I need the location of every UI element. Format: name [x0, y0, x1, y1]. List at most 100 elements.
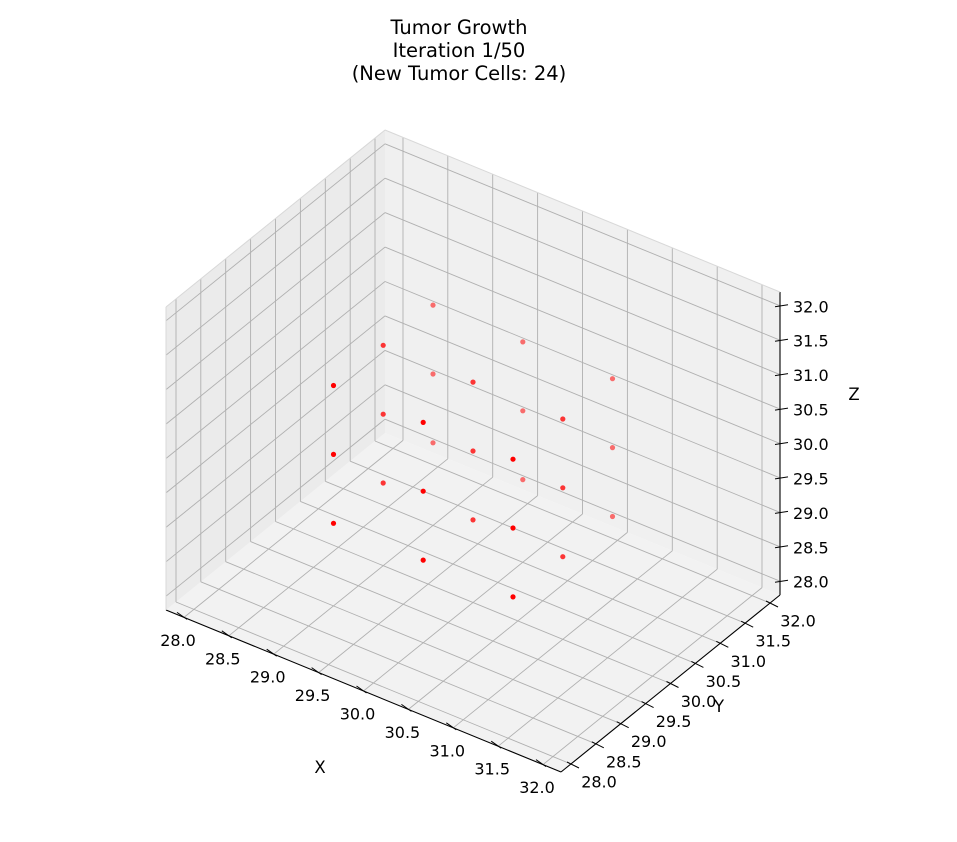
z-tick — [774, 373, 789, 377]
tumor-cell-point — [609, 445, 616, 451]
chart-title-line-1: Tumor Growth — [389, 16, 527, 39]
tumor-cell-point — [330, 520, 337, 526]
z-tick — [774, 407, 789, 411]
z-gridline-back — [384, 246, 781, 410]
tumor-cell-point — [470, 379, 476, 385]
x-tick-label: 30.0 — [340, 705, 376, 724]
y-tick — [566, 761, 580, 769]
chart-title-line-3: (New Tumor Cells: 24) — [352, 62, 567, 85]
z-gridline-back — [384, 212, 781, 376]
y-tick-label: 29.5 — [656, 712, 692, 731]
x-tick — [176, 611, 188, 620]
y-gridline-floor — [374, 440, 771, 604]
tick-labels: 28.028.529.029.530.030.531.031.532.0 28.0… — [160, 297, 828, 797]
tumor-cell-point — [430, 440, 436, 446]
x-axis-label: X — [314, 758, 325, 777]
z-tick — [774, 476, 789, 480]
z-tick-label: 30.5 — [793, 401, 829, 420]
y-gridline-floor — [300, 500, 696, 664]
data-points — [330, 302, 616, 600]
z-tick-label: 29.0 — [793, 504, 829, 523]
y-tick-label: 28.0 — [581, 773, 617, 792]
z-gridline-back — [384, 418, 781, 582]
y-tick — [666, 681, 679, 688]
z-tick-label: 28.5 — [793, 538, 829, 557]
y-tick — [616, 721, 629, 729]
z-gridline-back — [384, 349, 781, 513]
x-tick — [356, 685, 367, 694]
z-axis-label: Z — [848, 385, 859, 404]
y-gridline-floor — [350, 460, 746, 624]
y-gridline-floor — [175, 601, 572, 765]
tumor-cell-point — [560, 485, 566, 491]
z-gridline-left — [165, 384, 386, 563]
tumor-cell-point — [520, 339, 526, 345]
x-tick — [311, 667, 322, 676]
x-tick — [221, 630, 233, 639]
tumor-cell-point — [330, 382, 337, 389]
y-gridline-floor — [325, 480, 721, 644]
tumor-cell-point — [420, 488, 426, 494]
y-tick-label: 31.0 — [730, 652, 766, 671]
z-gridline-left — [165, 315, 386, 494]
tumor-cell-point — [560, 554, 566, 560]
y-gridline-floor — [225, 561, 621, 725]
z-gridline-left — [165, 212, 386, 390]
z-tick-label: 28.0 — [793, 573, 829, 592]
z-tick — [774, 579, 789, 583]
tumor-cell-point — [510, 525, 516, 531]
z-tick-label: 32.0 — [793, 297, 829, 316]
x-tick-label: 29.5 — [295, 686, 331, 705]
z-gridline-left — [165, 177, 386, 356]
y-tick — [641, 701, 654, 709]
y-gridline-floor — [200, 581, 596, 745]
z-tick-label: 29.5 — [793, 469, 829, 488]
tumor-cell-point — [380, 342, 386, 348]
pane-edge — [165, 129, 386, 308]
z-tick — [774, 304, 789, 308]
tumor-cell-point — [560, 416, 566, 422]
z-tick — [774, 510, 789, 514]
z-gridline-back — [384, 143, 781, 307]
z-tick-label: 30.0 — [793, 435, 829, 454]
y-tick — [740, 620, 754, 628]
y-tick-label: 32.0 — [780, 612, 816, 631]
tumor-cell-point — [470, 448, 476, 454]
x-tick-label: 30.5 — [385, 723, 421, 742]
x-tick-label: 29.0 — [250, 668, 286, 687]
y-tick — [591, 741, 605, 749]
tumor-cell-point — [520, 408, 526, 414]
z-gridline-back — [384, 281, 781, 444]
tumor-cell-point — [510, 456, 516, 462]
tumor-cell-point — [380, 411, 386, 417]
tumor-cell-point — [420, 419, 426, 425]
tick-marks — [176, 304, 789, 769]
z-gridline-left — [165, 418, 386, 597]
x-tick — [490, 740, 502, 749]
x-tick-label: 28.0 — [160, 631, 196, 650]
pane-edge — [384, 129, 781, 293]
tumor-cell-point — [510, 594, 516, 600]
z-tick-label: 31.0 — [793, 366, 829, 385]
chart-title-line-2: Iteration 1/50 — [393, 39, 526, 62]
z-gridline-left — [165, 143, 386, 322]
z-tick-label: 31.5 — [793, 332, 829, 351]
x-tick-label: 31.5 — [474, 760, 510, 779]
tumor-cell-point — [609, 376, 616, 382]
z-gridline-left — [165, 246, 386, 425]
tumor-cell-point — [330, 451, 337, 457]
y-tick-label: 30.5 — [706, 672, 742, 691]
gridlines — [165, 137, 781, 765]
y-tick-label: 31.5 — [755, 632, 791, 651]
y-tick — [765, 600, 779, 608]
z-gridline-back — [384, 315, 781, 479]
y-gridline-floor — [250, 541, 646, 705]
x-tick — [535, 759, 547, 768]
z-gridline-left — [165, 281, 386, 459]
tumor-cell-point — [380, 480, 386, 486]
x-tick — [446, 722, 457, 731]
z-tick — [774, 338, 789, 342]
x-tick-label: 28.5 — [205, 649, 241, 668]
z-tick — [774, 545, 789, 549]
tumor-cell-point — [430, 371, 436, 377]
